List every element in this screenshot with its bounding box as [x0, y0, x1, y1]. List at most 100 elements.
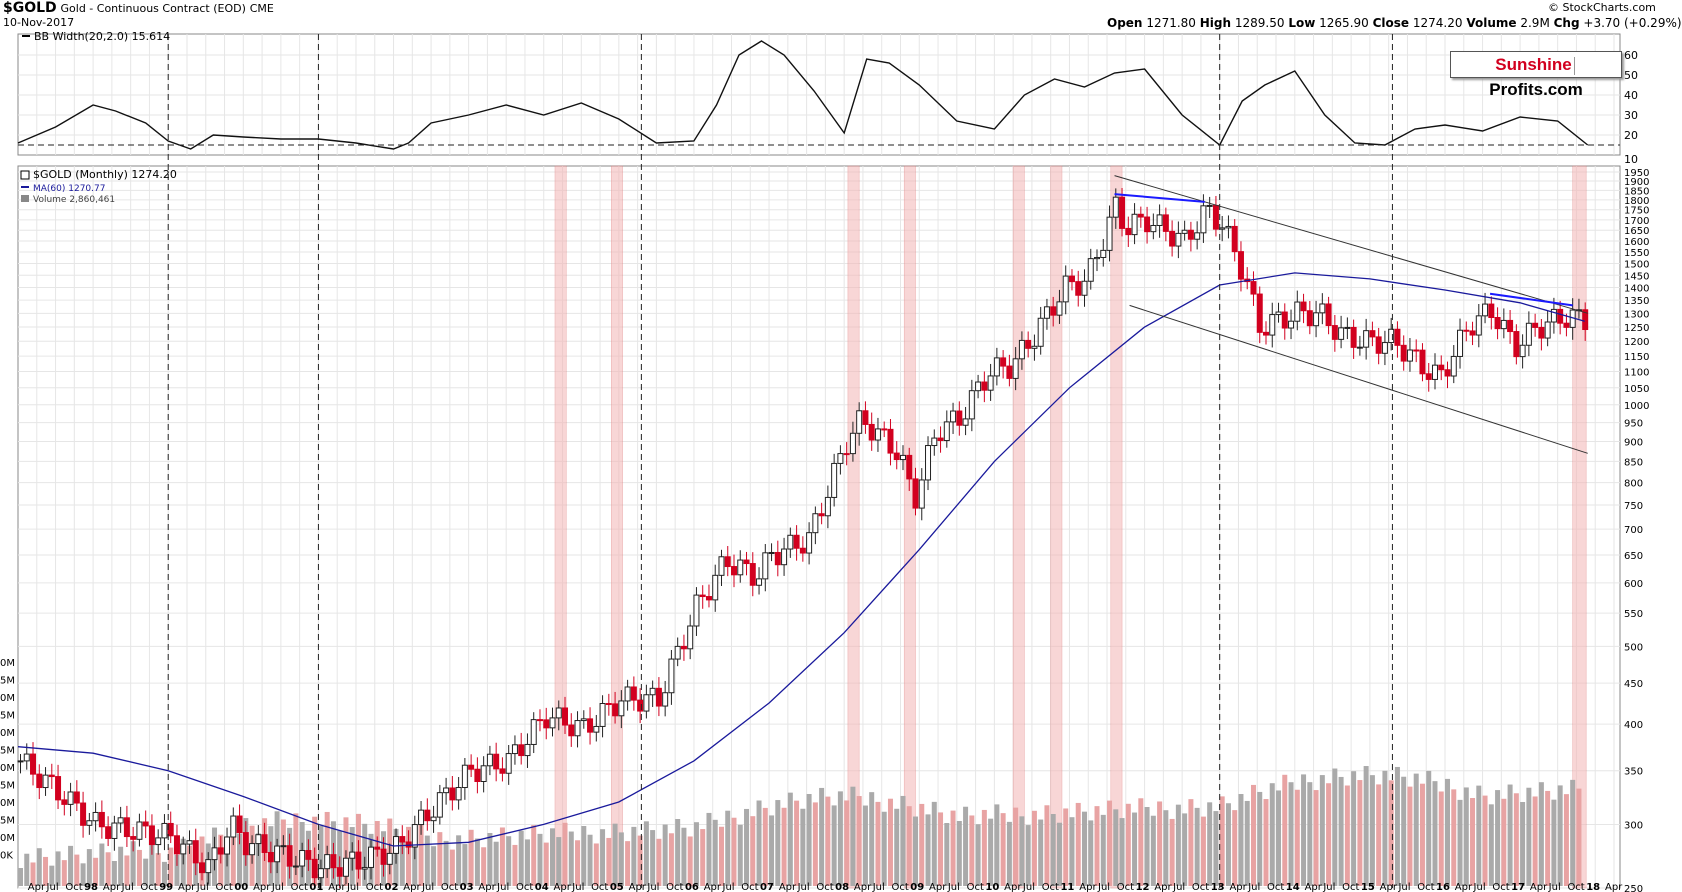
- candle-body: [1100, 249, 1107, 258]
- volume-bar: [1426, 770, 1432, 886]
- volume-bar: [900, 795, 906, 886]
- copyright: © StockCharts.com: [1548, 1, 1656, 14]
- candle-body: [1031, 345, 1038, 349]
- candle-body: [367, 846, 374, 868]
- chart-date: 10-Nov-2017: [3, 16, 75, 29]
- volume-bar: [744, 808, 750, 886]
- x-axis-label: Apr: [478, 882, 496, 892]
- volume-bar: [1100, 814, 1106, 886]
- bb-legend-text: BB Width(20,2.0) 15.614: [34, 30, 170, 43]
- candle-body: [1306, 310, 1313, 327]
- volume-bar: [894, 808, 900, 886]
- candle-body: [480, 765, 487, 782]
- volume-bar: [1232, 810, 1238, 886]
- volume-bar: [1094, 806, 1100, 886]
- volume-bar: [1488, 804, 1494, 886]
- candle-body: [743, 559, 750, 565]
- x-axis-label: 10: [985, 882, 999, 892]
- price-y-tick-label: 1750: [1624, 206, 1649, 217]
- bb-y-tick-label: 40: [1624, 89, 1638, 102]
- x-axis-label: Apr: [854, 882, 872, 892]
- candle-body: [161, 822, 168, 839]
- candle-body: [555, 707, 562, 719]
- x-axis-label: Apr: [28, 882, 46, 892]
- volume-bar: [1451, 789, 1457, 886]
- candle-body: [856, 410, 863, 434]
- volume-bar: [1388, 780, 1394, 886]
- candle-body: [117, 817, 124, 824]
- volume-bar: [318, 825, 324, 886]
- volume-bar: [1313, 790, 1319, 886]
- volume-bar: [737, 824, 743, 886]
- volume-bar: [887, 798, 893, 886]
- volume-bar: [1394, 766, 1400, 886]
- candle-body: [524, 743, 531, 757]
- volume-bar: [1132, 812, 1138, 886]
- candle-body: [887, 428, 894, 454]
- candle-body: [1175, 232, 1182, 247]
- volume-bar: [806, 794, 812, 886]
- volume-bar: [506, 836, 512, 886]
- price-y-tick-label: 750: [1624, 501, 1643, 512]
- volume-bar: [1263, 799, 1269, 886]
- candle-body: [1068, 275, 1075, 283]
- volume-bar: [1063, 808, 1069, 886]
- volume-bar: [963, 806, 969, 886]
- volume-value: 2.9M: [1520, 16, 1550, 30]
- x-axis-label: Oct: [1567, 882, 1584, 892]
- candle-body: [1350, 326, 1357, 348]
- candle-body: [292, 865, 299, 868]
- volume-bar: [650, 830, 656, 886]
- candle-body: [42, 774, 49, 789]
- candle-body: [1344, 326, 1351, 329]
- watermark-part2: Profits.com: [1489, 80, 1583, 99]
- volume-bar: [931, 801, 937, 886]
- candle-body: [630, 686, 637, 701]
- candle-body: [142, 821, 149, 827]
- candle-body: [587, 718, 594, 733]
- x-axis-label: Jul: [1397, 882, 1410, 892]
- candle-body: [1262, 331, 1269, 336]
- price-y-tick-label: 1650: [1624, 226, 1649, 237]
- volume-bar: [136, 849, 142, 886]
- chart-header-title: $GOLD Gold - Continuous Contract (EOD) C…: [3, 0, 274, 16]
- volume-bar: [643, 821, 649, 886]
- volume-bar: [93, 857, 99, 886]
- bb-y-tick-label: 60: [1624, 49, 1638, 62]
- volume-bar: [124, 855, 130, 886]
- candle-body: [1313, 312, 1320, 327]
- volume-scale-label: 0M: [0, 658, 15, 669]
- candle-body: [768, 551, 775, 554]
- candle-body: [931, 437, 938, 447]
- volume-bar: [1570, 779, 1576, 886]
- candle-body: [1075, 281, 1082, 296]
- volume-bar: [1119, 818, 1125, 886]
- volume-bar: [99, 843, 105, 886]
- volume-bar: [700, 829, 706, 886]
- volume-bar: [812, 802, 818, 886]
- volume-scale-label: 5M: [0, 746, 15, 757]
- candle-body: [399, 836, 406, 843]
- candle-body: [1532, 322, 1539, 328]
- price-y-tick-label: 1500: [1624, 259, 1649, 270]
- volume-bar: [668, 833, 674, 886]
- volume-bar: [1069, 817, 1075, 886]
- candle-body: [1544, 321, 1551, 339]
- candle-body: [1081, 280, 1088, 296]
- candle-body: [662, 692, 669, 707]
- x-axis-label: Oct: [1492, 882, 1509, 892]
- chg-label: Chg: [1553, 16, 1580, 30]
- candle-body: [105, 826, 112, 839]
- candle-body: [1388, 328, 1395, 344]
- candle-body: [73, 791, 80, 804]
- candle-body: [92, 811, 99, 822]
- candle-body: [1444, 369, 1451, 377]
- candle-body: [67, 791, 74, 805]
- volume-bar: [431, 846, 437, 886]
- candle-body: [993, 357, 1000, 377]
- volume-bar: [1113, 809, 1119, 886]
- candle-body: [756, 578, 763, 586]
- candle-body: [1256, 293, 1263, 333]
- volume-bar: [1507, 784, 1513, 886]
